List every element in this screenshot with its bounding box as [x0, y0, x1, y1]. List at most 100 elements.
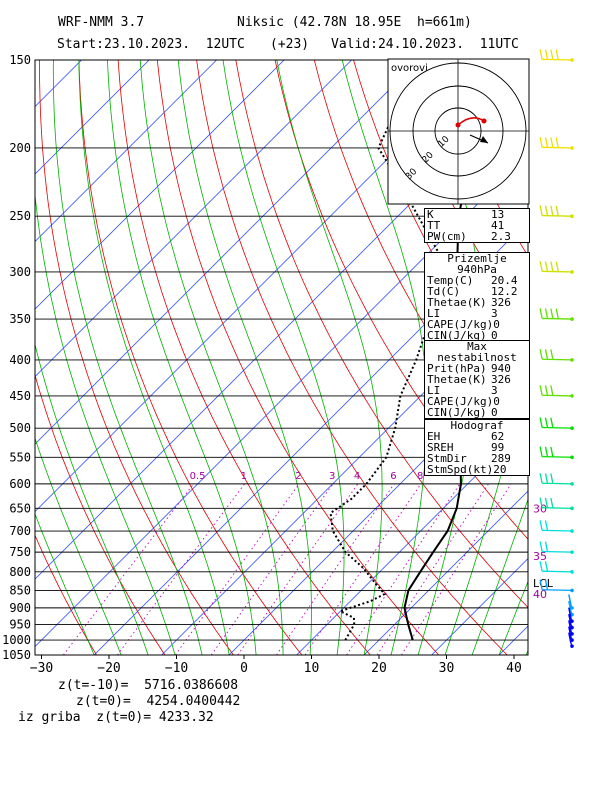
panel-value: 2.3: [491, 230, 511, 243]
panel-key: Prit(hPa): [427, 362, 487, 375]
mixing-ratio-line: [346, 483, 461, 655]
wind-barb: [542, 394, 573, 397]
panel-value: 326: [491, 373, 511, 386]
wind-barb-flag: [550, 349, 554, 360]
wind-barb-flag: [544, 417, 549, 428]
wind-barb-flag: [568, 633, 572, 644]
isotherm-line: [363, 490, 528, 655]
wind-barb: [542, 317, 573, 320]
panel-key: Thetae(K): [427, 296, 487, 309]
wind-barb-dot: [570, 482, 574, 486]
panel-key: K: [427, 208, 434, 221]
wind-barb-dot: [570, 455, 574, 460]
mixing-ratio-line: [304, 483, 422, 655]
wind-barb: [542, 507, 573, 510]
isotherm-line: [296, 423, 528, 655]
mixing-ratio-line: [276, 483, 395, 655]
panel-row: Td(C) 12.2: [425, 286, 529, 297]
isotherm-line: [35, 60, 217, 243]
wind-barb: [542, 58, 573, 61]
temp-tick-label: −30: [30, 661, 53, 676]
panel-value: 326: [491, 296, 511, 309]
mixing-ratio-label: 1: [241, 471, 247, 482]
mixing-ratio-line: [117, 483, 245, 655]
wind-barb-dot: [570, 606, 574, 610]
wind-barb: [542, 482, 573, 485]
panel-key: CAPE(J/kg): [427, 395, 494, 408]
panel-key: CAPE(J/kg): [427, 318, 494, 331]
panel-row: Temp(C) 20.4: [425, 275, 529, 286]
mixing-ratio-line: [175, 483, 300, 655]
wind-barb-flag: [544, 385, 549, 396]
wind-barb: [542, 358, 573, 361]
wind-barb-dot: [570, 270, 574, 274]
dry-adiabat-line: [589, 60, 600, 655]
moist-adiabat-line: [35, 190, 176, 655]
wind-barb-flag: [544, 579, 549, 590]
wind-barb-dot: [570, 426, 574, 430]
pressure-tick-label: 200: [9, 141, 31, 155]
dry-adiabat-line: [39, 60, 234, 655]
panel-key: CIN(J/kg): [427, 329, 487, 342]
wind-barb-flag: [539, 579, 543, 590]
isotherm-line: [35, 60, 150, 175]
max-instability-panel: Max nestabilnost Prit(hPa) 940 Thetae(K) 326…: [424, 340, 530, 419]
panel-row: PW(cm) 2.3: [425, 231, 529, 242]
panel-key: Td(C): [427, 285, 461, 298]
panel-value: 0: [493, 318, 500, 331]
isotherm-line: [35, 60, 352, 378]
wind-barb: [542, 529, 573, 532]
panel-title: Prizemlje 940hPa: [447, 252, 507, 276]
hodograph-panel: Hodograf EH 62 SREH 99 StmDir 289 StmSpd(kt) 20: [424, 419, 530, 476]
isotherm-line: [35, 60, 285, 310]
wind-barb: [542, 214, 573, 217]
moist-adiabat-line: [139, 60, 284, 655]
hodograph-label: ovorovi: [391, 63, 428, 74]
wind-barb-dot: [570, 358, 574, 362]
wind-barb-dot: [570, 570, 574, 574]
wind-barb: [542, 270, 573, 273]
mixing-ratio-label: 2: [295, 471, 301, 482]
wind-barb-flag: [544, 308, 549, 319]
wind-barb-flag: [568, 627, 572, 638]
wind-barb: [542, 146, 573, 149]
pressure-tick-label: 850: [9, 583, 31, 597]
wind-barb-flag: [550, 205, 554, 216]
wind-barb-flag: [568, 601, 572, 612]
panel-value: 20: [493, 463, 507, 476]
wind-barb-flag: [544, 497, 549, 508]
pressure-tick-label: 350: [9, 312, 31, 326]
panel-key: PW(cm): [427, 230, 467, 243]
mixing-ratio-label: 6: [390, 471, 396, 482]
wind-barb-flag: [544, 205, 549, 216]
temp-tick-label: 0: [240, 661, 248, 676]
panel-row: SREH 99: [425, 442, 529, 453]
panel-value: 0: [493, 395, 500, 408]
pressure-tick-label: 800: [9, 565, 31, 579]
wind-barb-flag: [544, 473, 549, 484]
panel-value: 940: [491, 362, 511, 375]
panel-key: CIN(J/kg): [427, 406, 487, 419]
wind-barb-flag: [555, 205, 559, 217]
wind-barb-flag: [550, 473, 554, 484]
pressure-tick-label: 950: [9, 617, 31, 631]
height-line-1: z(t=-10)= 5716.0386608: [58, 678, 239, 693]
side-label: 40: [533, 588, 547, 601]
wind-barb-flag: [544, 541, 549, 552]
temp-tick-label: 10: [304, 661, 320, 676]
wind-barb-flag: [550, 446, 554, 457]
wind-barb-dot: [570, 588, 574, 593]
wind-barb-dot: [570, 214, 574, 218]
panel-row: CIN(J/kg) 0: [425, 330, 529, 341]
panel-row: CIN(J/kg) 0: [425, 407, 529, 418]
pressure-tick-label: 900: [9, 601, 31, 615]
pressure-tick-label: 700: [9, 524, 31, 538]
model-name: WRF-NMM 3.7: [58, 15, 145, 30]
surface-panel: Prizemlje 940hPa Temp(C) 20.4 Td(C) 12.2 Thet…: [424, 252, 530, 342]
panel-key: SREH: [427, 441, 454, 454]
station-info: Niksic (42.78N 18.95E h=661m): [237, 15, 472, 30]
panel-value: 41: [491, 219, 505, 232]
pressure-tick-label: 450: [9, 389, 31, 403]
wind-barb-flag: [544, 261, 549, 272]
panel-value: 0: [491, 406, 498, 419]
